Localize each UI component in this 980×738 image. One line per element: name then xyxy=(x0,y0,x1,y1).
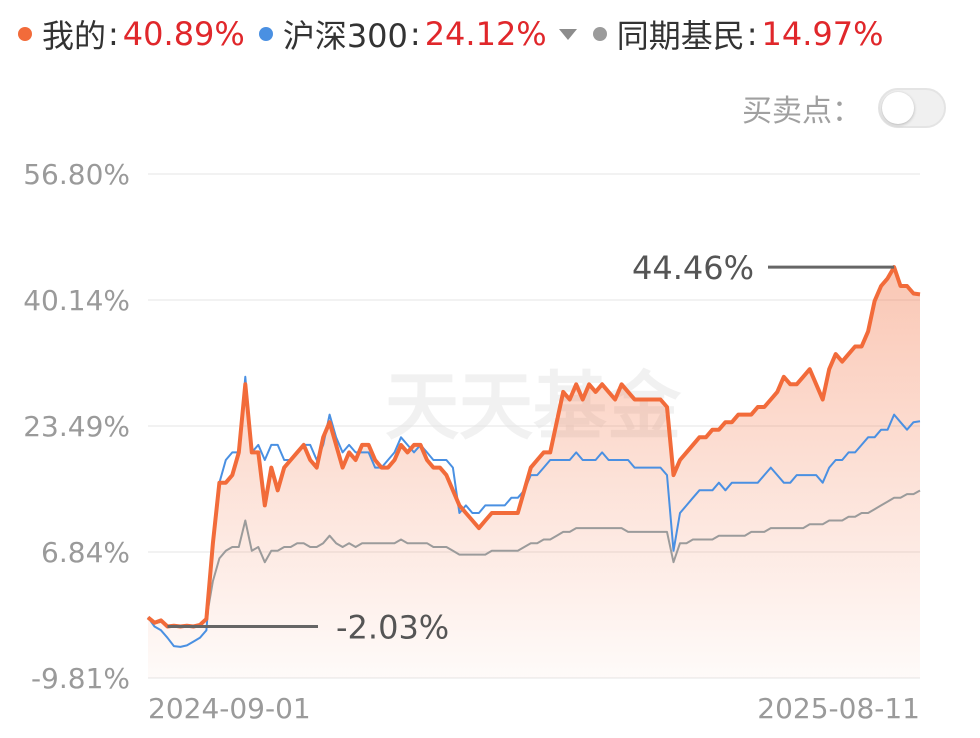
legend: 我的 : 40.89% 沪深300 : 24.12% 同期基民 : 14.97% xyxy=(18,10,898,58)
legend-label-hs300: 沪深300 xyxy=(282,17,408,55)
legend-dot-hs300 xyxy=(258,27,273,41)
min-callout-text: -2.03% xyxy=(336,608,449,646)
legend-item-mine: 我的 : 40.89% xyxy=(18,11,245,57)
series-line-0 xyxy=(146,265,921,629)
series-area-fill xyxy=(148,267,920,678)
tick-layer: 56.80% 40.14% 23.49% 6.84% -9.81% 2024-09-01 2… xyxy=(23,158,920,725)
legend-value-hs300: 24.12% xyxy=(424,15,547,53)
legend-dot-mine xyxy=(18,27,32,41)
series-line-2 xyxy=(147,489,921,628)
buy-sell-points-toggle[interactable] xyxy=(878,88,946,128)
buy-sell-points-row: 买卖点： xyxy=(742,86,946,130)
caret-down-icon[interactable] xyxy=(558,28,577,40)
y-tick-label: 6.84% xyxy=(41,536,130,569)
legend-value-peers: 14.97% xyxy=(761,15,884,53)
legend-item-peers: 同期基民 : 14.97% xyxy=(592,11,884,57)
legend-value-mine: 40.89% xyxy=(122,15,245,53)
series-line-1 xyxy=(147,375,921,648)
x-tick-label: 2025-08-11 xyxy=(757,692,920,725)
y-tick-label: 23.49% xyxy=(23,410,130,443)
y-tick-label: 40.14% xyxy=(23,284,130,317)
series-layer xyxy=(146,265,921,648)
y-tick-label: -9.81% xyxy=(31,662,130,695)
legend-item-hs300[interactable]: 沪深300 : 24.12% xyxy=(258,11,585,57)
toggle-knob xyxy=(882,92,914,124)
legend-label-mine: 我的 xyxy=(42,17,107,55)
area-layer xyxy=(148,267,920,678)
annotation-layer: 44.46% -2.03% xyxy=(167,249,895,646)
legend-label-peers: 同期基民 xyxy=(616,17,745,55)
max-callout-text: 44.46% xyxy=(632,249,754,287)
y-tick-label: 56.80% xyxy=(23,158,130,191)
legend-dot-peers xyxy=(592,27,607,41)
x-tick-label: 2024-09-01 xyxy=(148,692,311,725)
buy-sell-points-label: 买卖点： xyxy=(742,94,862,129)
